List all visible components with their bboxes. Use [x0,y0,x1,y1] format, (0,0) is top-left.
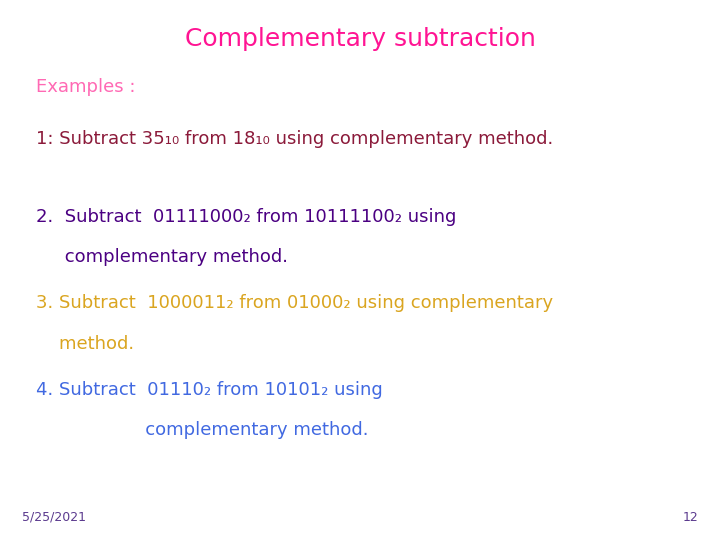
Text: method.: method. [36,335,134,353]
Text: 1: Subtract 35₁₀ from 18₁₀ using complementary method.: 1: Subtract 35₁₀ from 18₁₀ using complem… [36,130,553,147]
Text: 3. Subtract  1000011₂ from 01000₂ using complementary: 3. Subtract 1000011₂ from 01000₂ using c… [36,294,553,312]
Text: 4. Subtract  01110₂ from 10101₂ using: 4. Subtract 01110₂ from 10101₂ using [36,381,383,399]
Text: Examples :: Examples : [36,78,135,96]
Text: 12: 12 [683,511,698,524]
Text: 5/25/2021: 5/25/2021 [22,511,86,524]
Text: complementary method.: complementary method. [36,248,288,266]
Text: Complementary subtraction: Complementary subtraction [184,27,536,51]
Text: 2.  Subtract  01111000₂ from 10111100₂ using: 2. Subtract 01111000₂ from 10111100₂ usi… [36,208,456,226]
Text: complementary method.: complementary method. [36,421,369,439]
